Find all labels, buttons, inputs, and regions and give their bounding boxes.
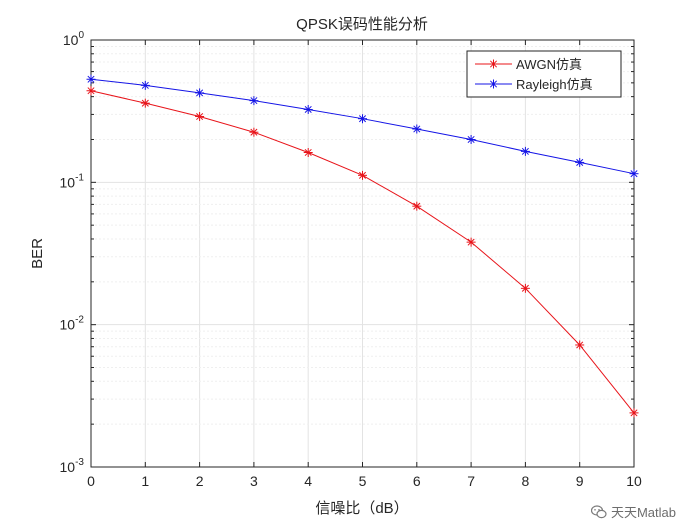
x-axis-label: 信噪比（dB）	[315, 500, 408, 517]
legend: AWGN仿真 Rayleigh仿真	[466, 50, 622, 98]
y-tick-exponent: -3	[75, 457, 84, 468]
x-tick-label: 8	[522, 473, 530, 489]
y-axis-label: BER	[29, 238, 46, 269]
data-point-rayleigh	[629, 169, 639, 179]
wechat-icon	[590, 504, 607, 518]
legend-marker	[489, 59, 498, 69]
x-tick-labels: 0 1 2 3 4 5 6 7 8 9 10	[87, 473, 642, 489]
x-tick-label: 2	[196, 473, 204, 489]
data-point-rayleigh	[520, 146, 530, 156]
x-tick-label: 10	[626, 473, 642, 489]
x-tick-label: 0	[87, 473, 95, 489]
data-point-awgn	[412, 201, 422, 211]
y-tick-label: 10-1	[60, 172, 85, 190]
x-tick-label: 1	[141, 473, 149, 489]
y-tick-exponent: -1	[75, 172, 84, 183]
legend-box	[466, 50, 622, 98]
x-tick-label: 5	[359, 473, 367, 489]
y-tick-label: 100	[63, 30, 85, 48]
y-tick-exponent: -2	[75, 315, 84, 326]
data-point-rayleigh	[249, 96, 259, 106]
chart-title: QPSK误码性能分析	[296, 16, 428, 33]
y-tick-exponent: 0	[78, 30, 84, 41]
data-point-rayleigh	[86, 74, 96, 84]
data-point-awgn	[575, 340, 585, 350]
data-point-rayleigh	[466, 134, 476, 144]
y-tick-base: 10	[60, 459, 76, 475]
data-point-awgn	[303, 148, 313, 158]
data-point-rayleigh	[195, 88, 205, 98]
x-tick-label: 6	[413, 473, 421, 489]
legend-item-awgn: AWGN仿真	[475, 57, 582, 72]
data-point-awgn	[195, 112, 205, 122]
series-rayleigh	[86, 74, 639, 179]
data-point-rayleigh	[303, 104, 313, 114]
tick-marks	[90, 40, 635, 468]
x-tick-label: 7	[467, 473, 475, 489]
y-tick-base: 10	[60, 174, 76, 190]
data-point-awgn	[629, 408, 639, 418]
legend-label: AWGN仿真	[516, 57, 582, 72]
data-point-rayleigh	[358, 114, 367, 124]
x-tick-label: 4	[304, 473, 312, 489]
y-tick-base: 10	[63, 32, 79, 48]
x-tick-label: 9	[576, 473, 584, 489]
watermark-text: 天天Matlab	[610, 505, 676, 520]
watermark: 天天Matlab	[590, 502, 676, 521]
x-tick-label: 3	[250, 473, 258, 489]
data-point-awgn	[249, 127, 259, 137]
legend-item-rayleigh: Rayleigh仿真	[475, 77, 593, 92]
data-point-rayleigh	[575, 157, 585, 167]
y-tick-base: 10	[60, 317, 76, 333]
series-layer	[86, 74, 639, 418]
data-point-awgn	[86, 86, 96, 96]
data-point-awgn	[358, 170, 367, 180]
data-point-rayleigh	[140, 80, 150, 90]
data-point-awgn	[140, 98, 150, 108]
data-point-awgn	[520, 283, 530, 293]
data-point-rayleigh	[412, 124, 422, 134]
legend-marker	[489, 79, 498, 89]
y-tick-label: 10-3	[60, 457, 85, 475]
series-awgn	[86, 86, 639, 418]
y-tick-label: 10-2	[60, 315, 85, 333]
legend-label: Rayleigh仿真	[516, 77, 593, 92]
data-point-awgn	[466, 237, 476, 247]
